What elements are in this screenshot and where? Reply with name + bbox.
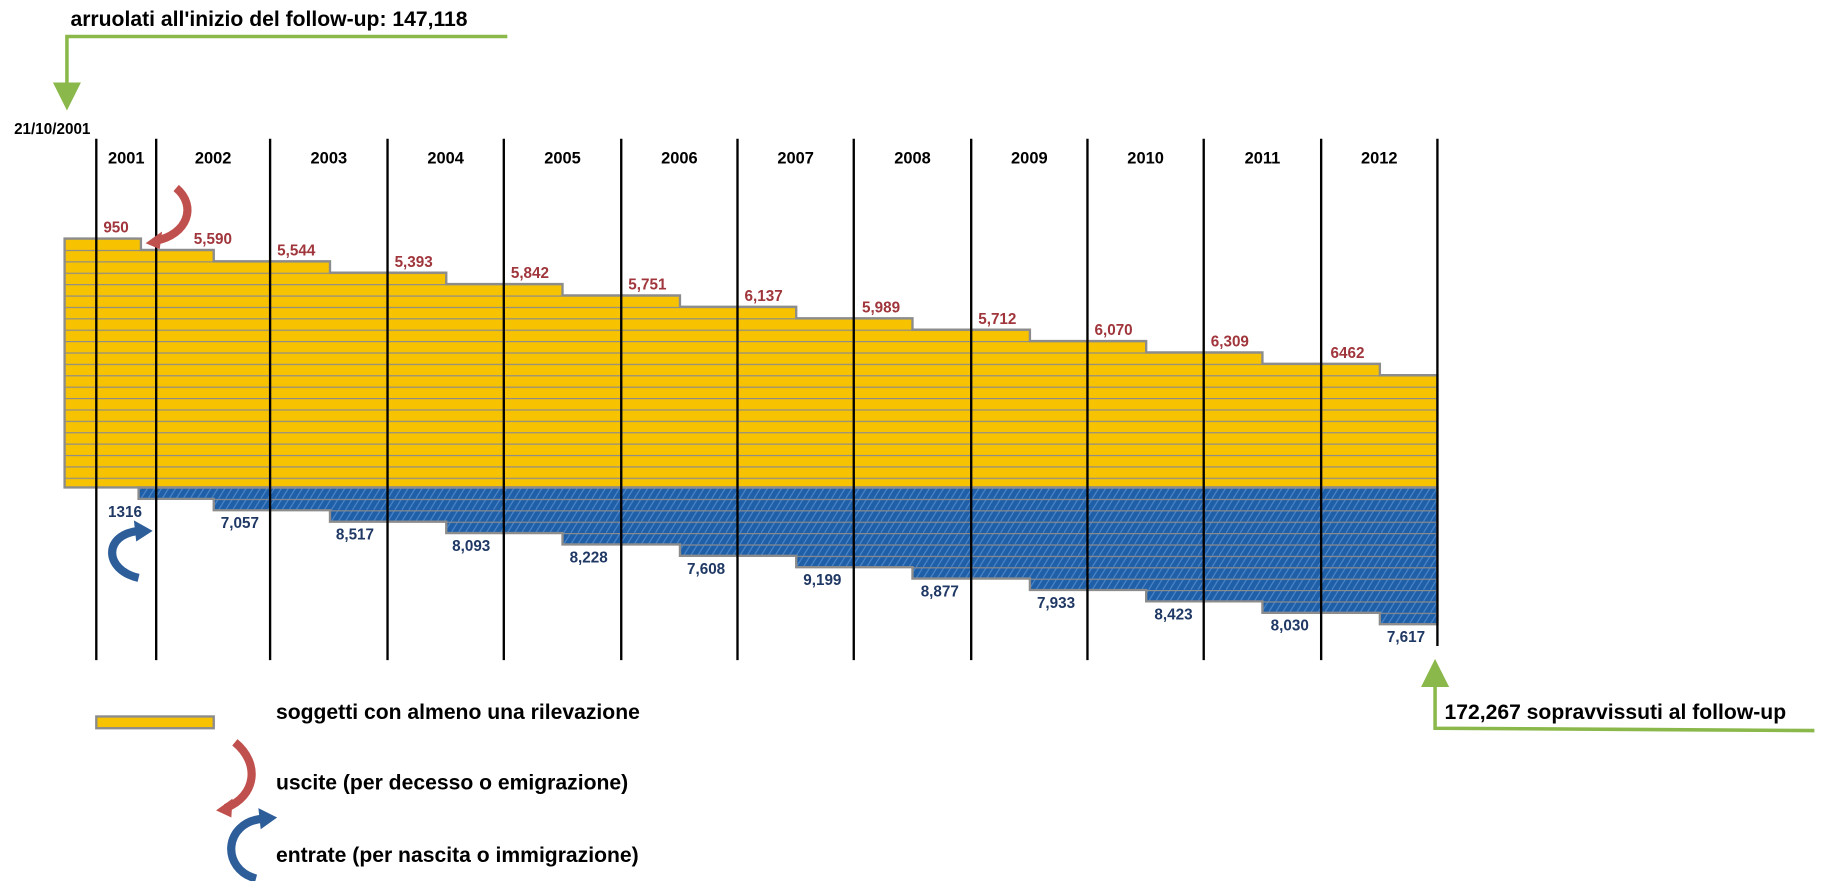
- start-date: 21/10/2001: [14, 121, 91, 138]
- legend-label: uscite (per decesso o emigrazione): [276, 771, 628, 794]
- exit-label: 5,751: [628, 277, 667, 294]
- year-label: 2008: [894, 149, 931, 167]
- end-arrow: [1420, 658, 1815, 733]
- legend-swatch: [95, 715, 215, 730]
- legend-entry-arrow: [227, 814, 264, 881]
- entries-area: [137, 486, 1439, 626]
- entry-label: 8,228: [570, 549, 609, 566]
- year-label: 2009: [1011, 149, 1048, 167]
- legend-entry-head: [258, 808, 278, 830]
- entry-label: 8,030: [1271, 618, 1309, 635]
- exit-label: 5,393: [395, 254, 433, 271]
- exit-label: 6,070: [1095, 322, 1133, 339]
- entry-label: 1316: [108, 504, 142, 521]
- exit-label: 5,590: [194, 231, 232, 248]
- year-label: 2011: [1245, 149, 1281, 167]
- year-label: 2002: [195, 149, 232, 167]
- entry-label: 7,057: [221, 515, 259, 532]
- legend-exit-arrow: [223, 739, 256, 812]
- exit-label: 5,842: [511, 265, 549, 282]
- entry-label: 8,423: [1154, 606, 1192, 623]
- entry-label: 8,093: [452, 538, 490, 555]
- exit-label: 5,989: [862, 299, 900, 316]
- entry-label: 8,517: [336, 527, 374, 544]
- entry-label: 9,199: [803, 572, 841, 589]
- entry-arrow-head: [133, 520, 153, 542]
- year-label: 2012: [1361, 149, 1398, 167]
- legend-exit-head: [216, 798, 233, 818]
- year-label: 2006: [661, 149, 698, 167]
- entry-label: 7,617: [1387, 629, 1425, 646]
- exit-arrow-head: [145, 231, 163, 250]
- start-annotation: arruolati all'inizio del follow-up: 147,…: [70, 8, 467, 31]
- exit-label: 5,544: [277, 242, 316, 259]
- exit-label: 950: [103, 220, 128, 237]
- end-annotation: 172,267 sopravvissuti al follow-up: [1444, 701, 1786, 724]
- legend-label: soggetti con almeno una rilevazione: [276, 701, 640, 724]
- entry-label: 7,933: [1037, 595, 1075, 612]
- exit-label: 6462: [1331, 345, 1365, 362]
- year-lines: [95, 138, 1439, 661]
- entry-arrow: [108, 526, 140, 582]
- year-label: 2010: [1127, 149, 1164, 167]
- year-label: 2003: [311, 149, 348, 167]
- legend-label: entrate (per nascita o immigrazione): [276, 844, 639, 867]
- exit-arrow: [154, 184, 192, 245]
- year-label: 2001: [108, 149, 145, 167]
- exit-label: 5,712: [978, 311, 1016, 328]
- start-arrow: [52, 34, 508, 111]
- present-area: [63, 237, 1439, 489]
- year-label: 2005: [544, 149, 581, 167]
- entry-label: 8,877: [921, 584, 959, 601]
- areas: [63, 237, 1439, 626]
- entry-label: 7,608: [687, 561, 726, 578]
- year-label: 2004: [427, 149, 464, 167]
- exit-label: 6,309: [1211, 334, 1249, 351]
- exit-label: 6,137: [745, 288, 783, 305]
- year-label: 2007: [777, 149, 814, 167]
